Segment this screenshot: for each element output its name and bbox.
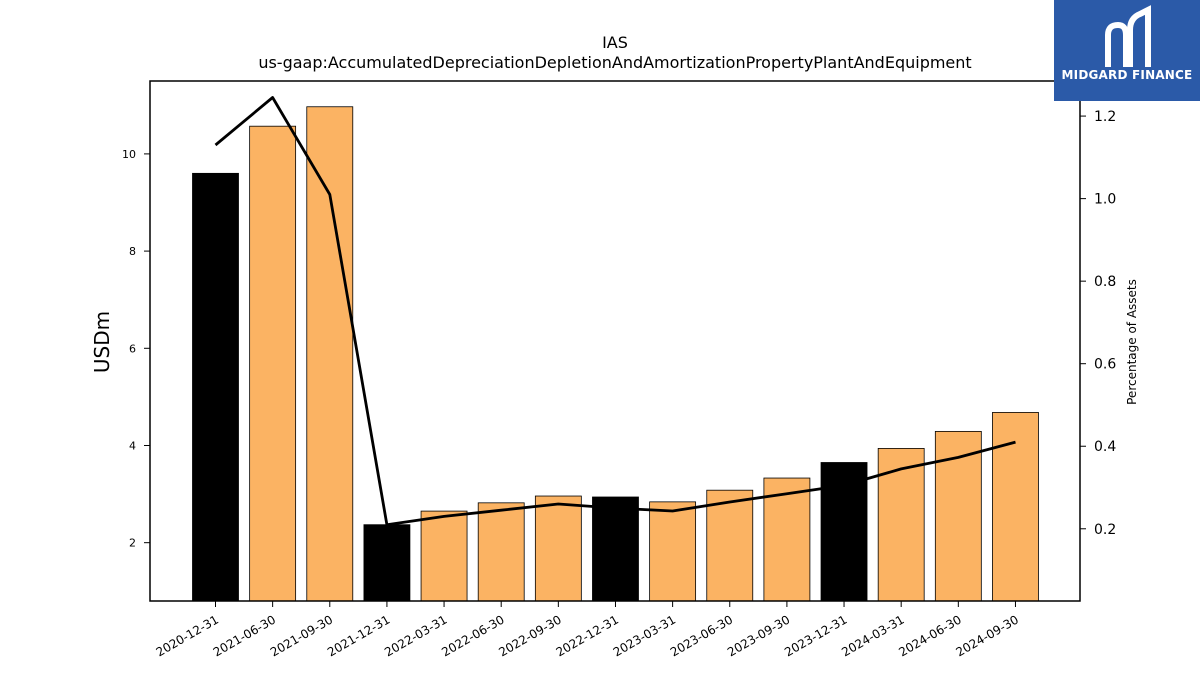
y2-tick-label: 1.0 — [1094, 192, 1116, 208]
x-axis: 2020-12-312021-06-302021-09-302021-12-31… — [154, 601, 1021, 659]
bar-2021-06-30 — [249, 125, 297, 602]
y-axis-left: 2 4 6 8 10 — [122, 148, 150, 550]
chart-title: IAS — [602, 33, 628, 52]
line-series — [214, 96, 1016, 527]
y2-tick-label: 0.8 — [1094, 274, 1116, 290]
x-tick-label: 2023-06-30 — [668, 612, 735, 659]
x-tick-label: 2024-03-31 — [839, 612, 906, 659]
x-tick-label: 2023-09-30 — [725, 612, 792, 659]
logo-mark-icon — [1105, 5, 1151, 67]
x-tick-label: 2024-06-30 — [896, 612, 963, 659]
y2-tick-label: 0.4 — [1094, 439, 1116, 455]
bar-2022-12-31 — [592, 496, 639, 602]
bar-series — [192, 106, 1039, 602]
bar-2023-12-31 — [820, 462, 868, 602]
y-axis-right: 0.2 0.4 0.6 0.8 1.0 1.2 — [1080, 109, 1116, 538]
x-tick-label: 2021-12-31 — [325, 612, 392, 659]
y2-tick-label: 0.2 — [1094, 522, 1116, 538]
x-tick-label: 2023-03-31 — [611, 612, 678, 659]
bar-2024-09-30 — [992, 412, 1039, 602]
chart-subtitle: us-gaap:AccumulatedDepreciationDepletion… — [258, 53, 971, 72]
y-tick-label: 8 — [129, 245, 136, 258]
bar-2022-03-31 — [420, 510, 468, 602]
percentage-line — [214, 96, 1016, 527]
x-tick-label: 2021-06-30 — [211, 612, 278, 659]
x-tick-label: 2021-09-30 — [268, 612, 335, 659]
logo-text: MIDGARD FINANCE — [1061, 68, 1193, 82]
bar-2022-09-30 — [534, 495, 582, 602]
y-tick-label: 4 — [129, 439, 136, 452]
y2-tick-label: 1.2 — [1094, 109, 1116, 125]
y2-tick-label: 0.6 — [1094, 357, 1116, 373]
bar-2023-09-30 — [763, 477, 811, 602]
x-tick-label: 2022-06-30 — [439, 612, 506, 659]
x-tick-label: 2024-09-30 — [954, 612, 1021, 659]
bar-2024-03-31 — [877, 448, 925, 602]
bar-2023-06-30 — [706, 489, 754, 602]
bar-2021-12-31 — [363, 524, 411, 602]
y-tick-label: 6 — [129, 342, 136, 355]
y-axis-label: USDm — [90, 311, 114, 373]
y2-axis-label: Percentage of Assets — [1125, 279, 1139, 405]
bar-2020-12-31 — [192, 172, 239, 602]
x-tick-label: 2022-09-30 — [496, 612, 563, 659]
y-tick-label: 10 — [122, 148, 136, 161]
brand-logo: MIDGARD FINANCE — [1054, 0, 1200, 101]
bar-2021-09-30 — [306, 106, 354, 602]
x-tick-label: 2022-12-31 — [554, 612, 621, 659]
y-tick-label: 2 — [129, 537, 136, 550]
bar-2022-06-30 — [477, 502, 525, 602]
x-tick-label: 2020-12-31 — [154, 612, 221, 659]
x-tick-label: 2022-03-31 — [382, 612, 449, 659]
x-tick-label: 2023-12-31 — [782, 612, 849, 659]
bar-2023-03-31 — [649, 501, 697, 602]
